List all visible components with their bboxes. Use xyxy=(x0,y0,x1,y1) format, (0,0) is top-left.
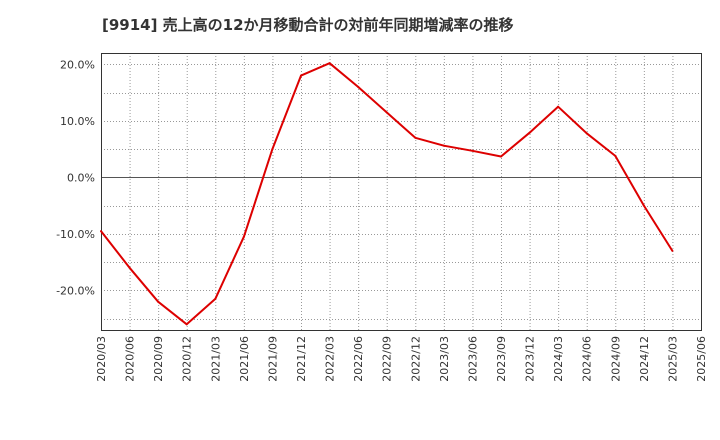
y-tick-label: -10.0% xyxy=(56,228,95,241)
x-tick-label: 2024/12 xyxy=(638,336,651,382)
grid-lines xyxy=(101,53,701,330)
x-tick-label: 2020/12 xyxy=(181,336,194,382)
data-point xyxy=(357,85,360,88)
x-tick-label: 2024/06 xyxy=(581,336,594,382)
y-tick-label: 20.0% xyxy=(60,58,95,71)
x-tick-label: 2023/12 xyxy=(524,336,537,382)
chart-title: [9914] 売上高の12か月移動合計の対前年同期増減率の推移 xyxy=(102,16,514,34)
x-tick-label: 2021/12 xyxy=(295,336,308,382)
y-tick-label: 10.0% xyxy=(60,115,95,128)
x-axis-labels: 2020/03 2020/06 2020/09 2020/12 2021/03 2021/… xyxy=(95,336,708,382)
data-point xyxy=(442,144,445,147)
data-point xyxy=(500,155,502,158)
y-tick-label: 0.0% xyxy=(67,171,95,184)
x-tick-label: 2024/09 xyxy=(609,336,622,382)
y-axis-labels: 20.0% 10.0% 0.0% -10.0% -20.0% xyxy=(56,58,95,297)
data-point xyxy=(528,131,531,134)
x-tick-label: 2024/03 xyxy=(552,336,565,382)
data-point xyxy=(242,235,245,238)
data-point xyxy=(157,300,160,303)
y-tick-label: -20.0% xyxy=(56,284,95,297)
data-point xyxy=(271,148,274,151)
x-tick-label: 2023/09 xyxy=(495,336,508,382)
series-layer xyxy=(100,62,674,326)
x-tick-label: 2022/12 xyxy=(409,336,422,382)
data-point xyxy=(128,266,131,269)
x-tick-label: 2021/03 xyxy=(209,336,222,382)
data-point xyxy=(671,249,674,252)
data-point xyxy=(557,105,560,108)
x-tick-label: 2020/03 xyxy=(95,336,108,382)
x-tick-label: 2021/06 xyxy=(238,336,251,382)
x-tick-label: 2020/06 xyxy=(124,336,137,382)
x-tick-label: 2022/09 xyxy=(381,336,394,382)
plot-area xyxy=(101,53,701,330)
data-point xyxy=(214,297,217,300)
data-point xyxy=(385,111,388,114)
data-point xyxy=(100,230,102,233)
data-point xyxy=(328,62,331,65)
data-point xyxy=(585,132,588,135)
data-point xyxy=(614,154,617,157)
data-point xyxy=(185,323,188,326)
x-tick-label: 2020/09 xyxy=(152,336,165,382)
data-point xyxy=(414,136,417,139)
data-point xyxy=(642,204,645,207)
x-tick-label: 2022/03 xyxy=(324,336,337,382)
data-point xyxy=(300,74,302,77)
data-point xyxy=(471,149,474,152)
x-tick-label: 2022/06 xyxy=(352,336,365,382)
plot-border xyxy=(101,53,702,331)
x-tick-label: 2023/03 xyxy=(438,336,451,382)
x-tick-label: 2025/06 xyxy=(695,336,708,382)
x-tick-label: 2025/03 xyxy=(666,336,679,382)
x-tick-label: 2021/09 xyxy=(266,336,279,382)
x-tick-label: 2023/06 xyxy=(466,336,479,382)
